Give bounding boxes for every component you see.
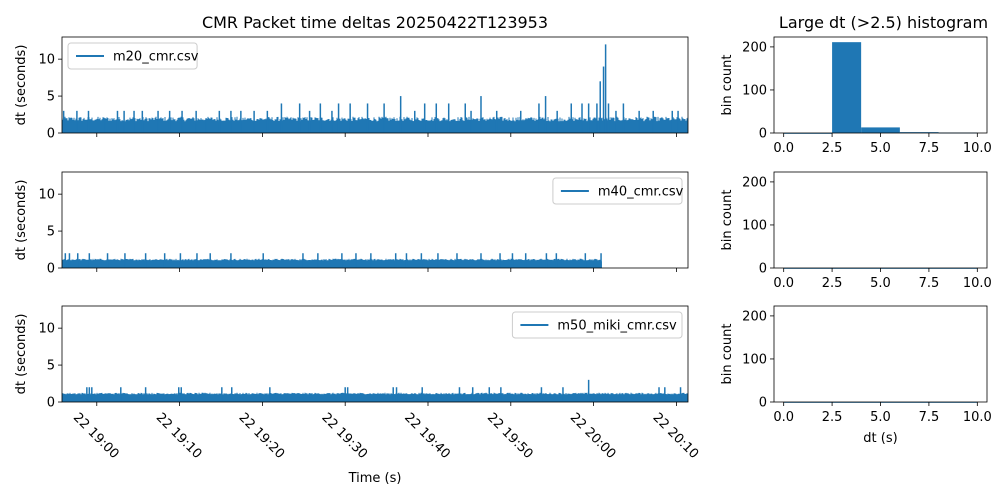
histogram-bar — [861, 127, 900, 133]
x-tick-label: 22 19:50 — [484, 410, 536, 462]
x-tick-label: 22 19:00 — [70, 410, 122, 462]
x-tick-label: 22 19:10 — [153, 410, 205, 462]
axes-frame — [61, 305, 689, 403]
x-tick-label: 22 20:10 — [650, 410, 702, 462]
timeseries-panel-3: 0 5 10 22 19:00 22 19:10 22 19:20 22 19:30 22 1… — [14, 305, 702, 486]
x-tick-label: 0.0 — [773, 276, 794, 291]
legend-label: m50_miki_cmr.csv — [557, 319, 677, 334]
x-axis-label: Time (s) — [348, 471, 402, 486]
axes-frame — [773, 171, 988, 269]
legend: m40_cmr.csv — [552, 177, 684, 205]
y-axis-label: bin count — [720, 324, 735, 385]
x-tick-label: 7.5 — [919, 141, 940, 156]
series-m50-miki-cmr-csv — [62, 379, 688, 402]
y-tick-label: 10 — [38, 322, 55, 337]
y-tick-label: 0 — [47, 396, 55, 411]
x-tick-label: 5.0 — [870, 141, 891, 156]
chart-title: CMR Packet time deltas 20250422T123953 — [202, 13, 548, 32]
x-tick-label: 22 19:40 — [401, 410, 453, 462]
legend: m20_cmr.csv — [67, 42, 199, 70]
x-tick-label: 0.0 — [773, 141, 794, 156]
y-tick-label: 5 — [47, 359, 55, 374]
x-tick-label: 2.5 — [822, 276, 843, 291]
histogram-panel-2: 0 100 200 0.0 2.5 5.0 7.5 10.0 bin count — [720, 171, 992, 291]
y-axis-label: bin count — [720, 190, 735, 251]
x-tick-label: 10.0 — [963, 410, 992, 425]
y-tick-label: 0 — [47, 127, 55, 142]
legend-label: m20_cmr.csv — [113, 50, 199, 65]
histogram-bar — [899, 132, 939, 133]
axes-frame — [61, 171, 689, 269]
x-tick-label: 5.0 — [870, 276, 891, 291]
x-tick-label: 5.0 — [870, 410, 891, 425]
x-tick-label: 22 19:30 — [318, 410, 370, 462]
x-tick-label: 22 20:00 — [567, 410, 619, 462]
series-noise — [62, 392, 688, 402]
axes-frame — [773, 36, 988, 134]
histogram-title: Large dt (>2.5) histogram — [779, 13, 988, 32]
y-axis-label: dt (seconds) — [14, 45, 29, 126]
y-tick-label: 0 — [759, 127, 767, 142]
legend: m50_miki_cmr.csv — [511, 311, 683, 339]
x-axis-label: dt (s) — [863, 431, 897, 446]
y-tick-label: 0 — [759, 262, 767, 277]
x-tick-label: 22 19:20 — [236, 410, 288, 462]
legend-label: m40_cmr.csv — [598, 185, 684, 200]
y-axis-label: bin count — [720, 55, 735, 116]
legend-box — [511, 311, 683, 339]
timeseries-panel-1: 0 5 10 dt (seconds) CMR Packet time deltas 2… — [14, 13, 689, 142]
legend-box — [552, 177, 683, 205]
y-tick-label: 200 — [742, 309, 767, 324]
series-noise — [62, 116, 688, 133]
y-tick-label: 100 — [742, 352, 767, 367]
y-tick-label: 5 — [47, 90, 55, 105]
timeseries-panel-2: 0 5 10 dt (seconds) m40_cmr.csv — [14, 171, 689, 277]
x-tick-label: 10.0 — [963, 276, 992, 291]
axes-frame — [61, 36, 689, 134]
y-axis-label: dt (seconds) — [14, 180, 29, 261]
y-tick-label: 5 — [47, 225, 55, 240]
y-axis-label: dt (seconds) — [14, 314, 29, 395]
legend-box — [67, 42, 198, 70]
y-tick-label: 0 — [47, 262, 55, 277]
x-tick-label: 7.5 — [919, 276, 940, 291]
x-tick-label: 0.0 — [773, 410, 794, 425]
histogram-panel-1: 0 100 200 0.0 2.5 5.0 7.5 10.0 bin count Large dt… — [720, 13, 992, 156]
series-m40-cmr-csv — [62, 253, 602, 268]
x-tick-label: 10.0 — [963, 141, 992, 156]
y-tick-label: 100 — [742, 218, 767, 233]
y-tick-label: 200 — [742, 40, 767, 55]
y-tick-label: 200 — [742, 175, 767, 190]
series-noise — [62, 258, 602, 268]
y-tick-label: 0 — [759, 396, 767, 411]
y-tick-label: 10 — [38, 188, 55, 203]
y-tick-label: 100 — [742, 83, 767, 98]
histogram-panel-3: 0 100 200 0.0 2.5 5.0 7.5 10.0 bin count dt (s) — [720, 305, 992, 446]
axes-frame — [773, 305, 988, 403]
x-tick-label: 7.5 — [919, 410, 940, 425]
x-tick-label: 2.5 — [822, 141, 843, 156]
series-m20-cmr-csv — [62, 44, 688, 133]
y-tick-label: 10 — [38, 53, 55, 68]
histogram-bar — [832, 42, 862, 133]
x-tick-label: 2.5 — [822, 410, 843, 425]
